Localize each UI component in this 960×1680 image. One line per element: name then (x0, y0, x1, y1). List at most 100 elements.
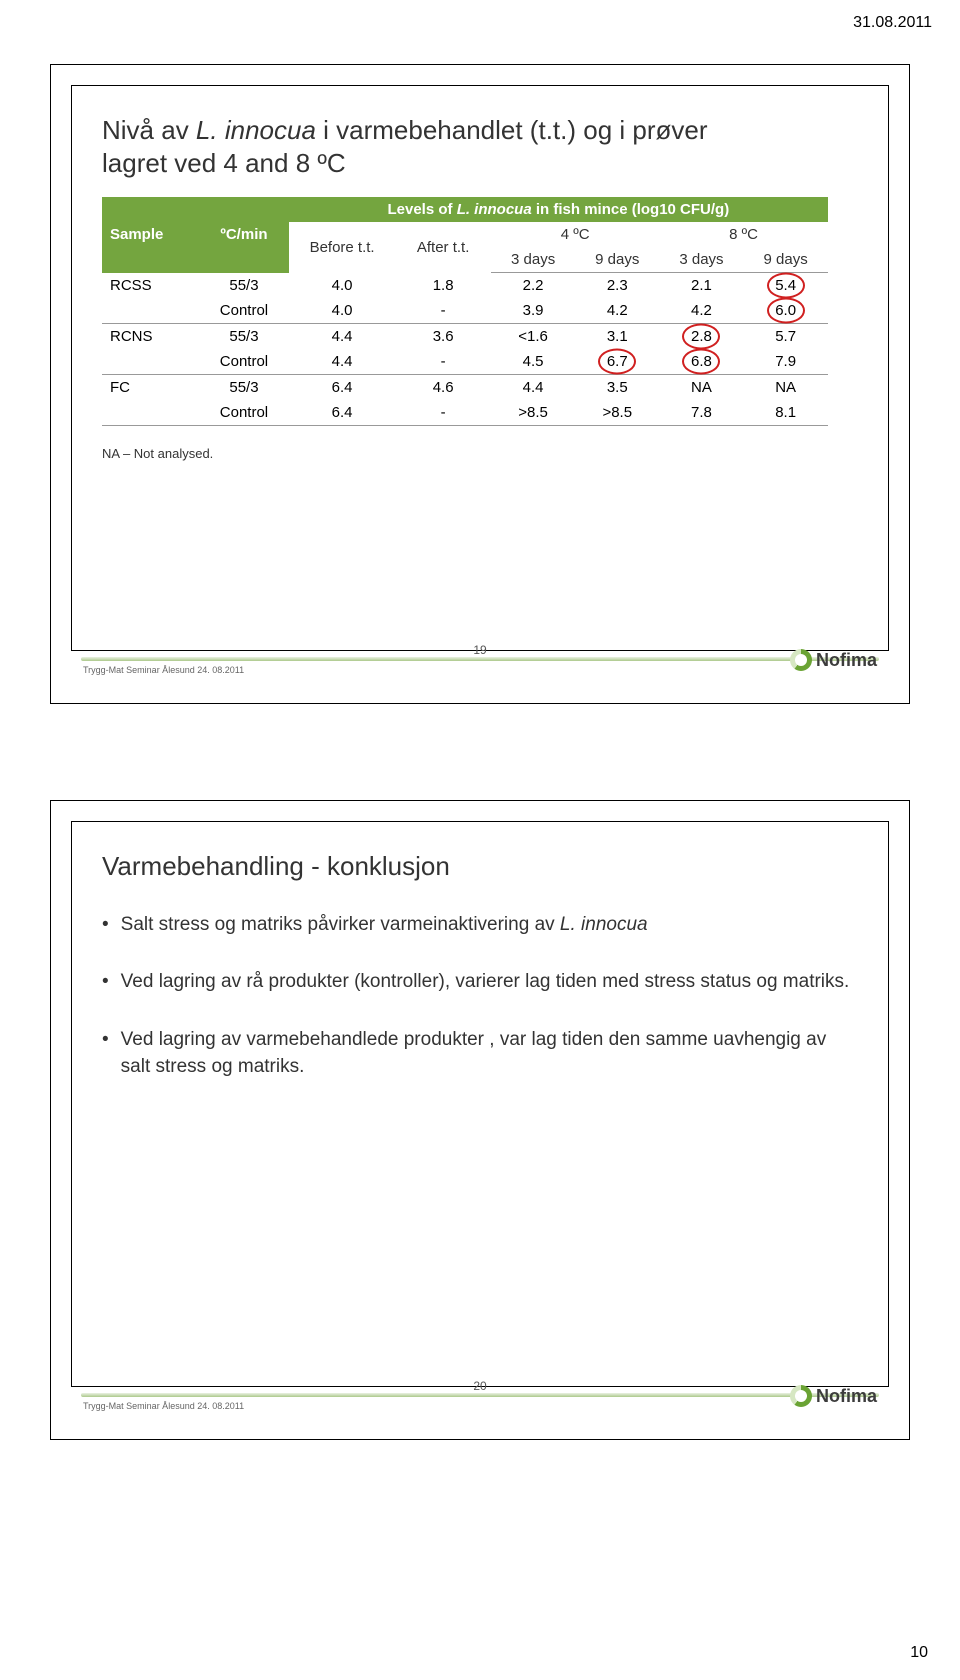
footer-line (81, 657, 879, 661)
table-row: RCNS55/34.43.6<1.63.12.85.7 (102, 324, 828, 350)
table-cell: >8.5 (575, 400, 659, 426)
table-cell: 6.0 (744, 298, 828, 324)
slide-2: Varmebehandling - konklusjon • Salt stres… (50, 800, 910, 1440)
slide-footer: 19 Trygg-Mat Seminar Ålesund 24. 08.2011… (71, 655, 889, 681)
table-cell: 4.4 (289, 324, 395, 350)
slide-pagenum: 20 (473, 1379, 486, 1393)
table-row: RCSS55/34.01.82.22.32.15.4 (102, 273, 828, 299)
page: 31.08.2011 Nivå av L. innocua i varmebeh… (0, 0, 960, 1680)
table-cell: 4.0 (289, 298, 395, 324)
table-cell: 2.8 (659, 324, 743, 350)
data-table: Sample ºC/min Levels of L. innocua in fi… (102, 197, 828, 426)
logo-text: Nofima (816, 1386, 877, 1407)
table-cell: <1.6 (491, 324, 575, 350)
highlight-circle-icon (682, 323, 720, 349)
th-cmin: ºC/min (199, 197, 289, 273)
table-row: Control6.4->8.5>8.57.88.1 (102, 400, 828, 426)
table-cell: Control (199, 349, 289, 375)
highlight-circle-icon (598, 348, 636, 374)
table-cell: 3.1 (575, 324, 659, 350)
table-cell: 3.5 (575, 375, 659, 401)
levels-post: in fish mince (log (532, 201, 660, 218)
table-cell: 3.9 (491, 298, 575, 324)
table-cell: 1.8 (395, 273, 491, 299)
table-cell: Control (199, 298, 289, 324)
th-3d: 3 days (491, 247, 575, 273)
cell-value: 5.4 (775, 277, 796, 294)
footer-logo: Nofima (790, 649, 877, 671)
table-cell: 6.4 (289, 400, 395, 426)
th-9d: 9 days (575, 247, 659, 273)
bullet-marker-icon: • (102, 911, 109, 939)
global-page-number: 10 (910, 1644, 928, 1662)
table-cell: 6.7 (575, 349, 659, 375)
levels-pre: Levels of (387, 201, 456, 218)
table-cell: 6.8 (659, 349, 743, 375)
bullet-marker-icon: • (102, 1026, 109, 1081)
table-cell (102, 298, 199, 324)
th-3d: 3 days (659, 247, 743, 273)
table-cell (102, 349, 199, 375)
th-4c: 4 ºC (491, 222, 659, 247)
highlight-circle-icon (767, 297, 805, 323)
table-cell (102, 400, 199, 426)
footer-left-text: Trygg-Mat Seminar Ålesund 24. 08.2011 (83, 1401, 244, 1411)
levels-ital: L. innocua (457, 201, 532, 218)
bullet-text: Salt stress og matriks påvirker varmeina… (121, 911, 858, 939)
table-cell: 2.2 (491, 273, 575, 299)
table-note: NA – Not analysed. (102, 446, 858, 461)
table-cell: RCNS (102, 324, 199, 350)
table-cell: 4.4 (289, 349, 395, 375)
table-row: FC55/36.44.64.43.5NANA (102, 375, 828, 401)
table-cell: 4.0 (289, 273, 395, 299)
table-cell: 6.4 (289, 375, 395, 401)
logo-icon (790, 1385, 812, 1407)
th-8c: 8 ºC (659, 222, 827, 247)
table-cell: 55/3 (199, 324, 289, 350)
table-cell: 55/3 (199, 273, 289, 299)
table-cell: 2.1 (659, 273, 743, 299)
title-line2: lagret ved 4 and 8 ºC (102, 148, 346, 178)
table-cell: 4.4 (491, 375, 575, 401)
highlight-circle-icon (682, 348, 720, 374)
th-levels: Levels of L. innocua in fish mince (log1… (289, 197, 828, 222)
title-text: i varmebehandlet (t.t.) og i prøver (316, 115, 708, 145)
footer-line (81, 1393, 879, 1397)
footer-logo: Nofima (790, 1385, 877, 1407)
table-cell: Control (199, 400, 289, 426)
cell-value: 6.0 (775, 302, 796, 319)
table-cell: RCSS (102, 273, 199, 299)
footer-left-text: Trygg-Mat Seminar Ålesund 24. 08.2011 (83, 665, 244, 675)
table-header-row: Sample ºC/min Levels of L. innocua in fi… (102, 197, 828, 222)
logo-icon (790, 649, 812, 671)
cell-value: 6.8 (691, 353, 712, 370)
slide-1-inner: Nivå av L. innocua i varmebehandlet (t.t… (71, 85, 889, 651)
slide-pagenum: 19 (473, 643, 486, 657)
table-cell: 7.8 (659, 400, 743, 426)
table-cell: 3.6 (395, 324, 491, 350)
cell-value: 2.8 (691, 328, 712, 345)
th-sample: Sample (102, 197, 199, 273)
table-cell: 4.6 (395, 375, 491, 401)
highlight-circle-icon (767, 272, 805, 298)
bullet-text: Ved lagring av rå produkter (kontroller)… (121, 968, 858, 996)
slide-2-title: Varmebehandling - konklusjon (102, 850, 858, 883)
th-after: After t.t. (395, 222, 491, 273)
bullet-item: •Ved lagring av varmebehandlede produkte… (102, 1026, 858, 1081)
table-cell: 8.1 (744, 400, 828, 426)
th-before: Before t.t. (289, 222, 395, 273)
levels-end: CFU/g) (676, 201, 729, 218)
table-cell: 4.5 (491, 349, 575, 375)
slide-1: Nivå av L. innocua i varmebehandlet (t.t… (50, 64, 910, 704)
slide-footer: 20 Trygg-Mat Seminar Ålesund 24. 08.2011… (71, 1391, 889, 1417)
table-cell: NA (659, 375, 743, 401)
table-cell: 55/3 (199, 375, 289, 401)
table-cell: NA (744, 375, 828, 401)
cell-value: 6.7 (607, 353, 628, 370)
table-cell: - (395, 349, 491, 375)
title-text: Nivå av (102, 115, 196, 145)
bullet-text: Ved lagring av varmebehandlede produkter… (121, 1026, 858, 1081)
table-cell: 7.9 (744, 349, 828, 375)
bullet-list: • Salt stress og matriks påvirker varmein… (102, 911, 858, 1081)
th-9d: 9 days (744, 247, 828, 273)
